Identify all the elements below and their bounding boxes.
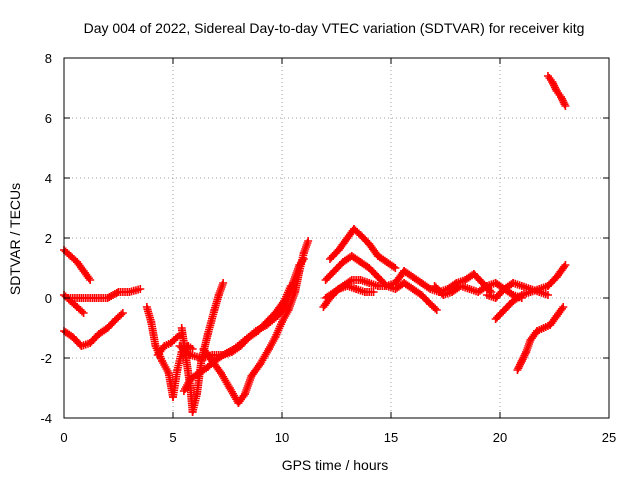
plus-marker	[561, 102, 570, 110]
y-tick-label: -4	[40, 411, 52, 426]
plus-marker	[79, 309, 88, 317]
y-tick-label: 2	[45, 231, 52, 246]
y-tick-label: 8	[45, 51, 52, 66]
series-track-s	[543, 72, 570, 110]
x-tick-label: 25	[602, 430, 616, 445]
plus-marker	[286, 282, 295, 290]
plus-marker	[391, 264, 400, 272]
y-tick-label: 4	[45, 171, 52, 186]
series-track-n	[319, 282, 378, 311]
series-track-g	[177, 279, 228, 416]
y-axis-label: SDTVAR / TECUs	[7, 183, 23, 295]
series-track-q	[482, 279, 552, 302]
plus-marker	[86, 276, 95, 284]
plus-marker	[188, 345, 197, 353]
x-tick-label: 10	[275, 430, 289, 445]
data-marks	[60, 72, 570, 416]
plus-marker	[369, 288, 378, 296]
grid-lines	[63, 57, 610, 419]
plus-marker	[561, 261, 570, 269]
series-track-d	[64, 285, 145, 302]
plus-marker	[304, 237, 313, 245]
plus-marker	[432, 306, 441, 314]
y-tick-label: 6	[45, 111, 52, 126]
chart-title: Day 004 of 2022, Sidereal Day-to-day VTE…	[84, 20, 585, 36]
x-tick-label: 5	[169, 430, 176, 445]
plus-marker	[118, 309, 127, 317]
y-tick-label: 0	[45, 291, 52, 306]
x-tick-label: 15	[384, 430, 398, 445]
plus-marker	[543, 291, 552, 299]
series-track-j	[179, 282, 295, 395]
series-track-r	[513, 303, 568, 374]
plus-marker	[559, 303, 568, 311]
x-tick-label: 0	[60, 430, 67, 445]
y-tick-label: -2	[40, 351, 52, 366]
plus-marker	[219, 279, 228, 287]
series-track-l	[325, 225, 400, 272]
plus-marker	[299, 255, 308, 263]
plus-marker	[136, 285, 145, 293]
series-track-h	[199, 237, 313, 407]
x-tick-label: 20	[493, 430, 507, 445]
series-track-c	[60, 309, 127, 350]
x-axis-label: GPS time / hours	[282, 457, 389, 473]
axis-ticks: 0 5 10 15 20 25 -4 -2 0 2 4 6 8	[40, 51, 616, 445]
series-track-a	[60, 246, 95, 284]
